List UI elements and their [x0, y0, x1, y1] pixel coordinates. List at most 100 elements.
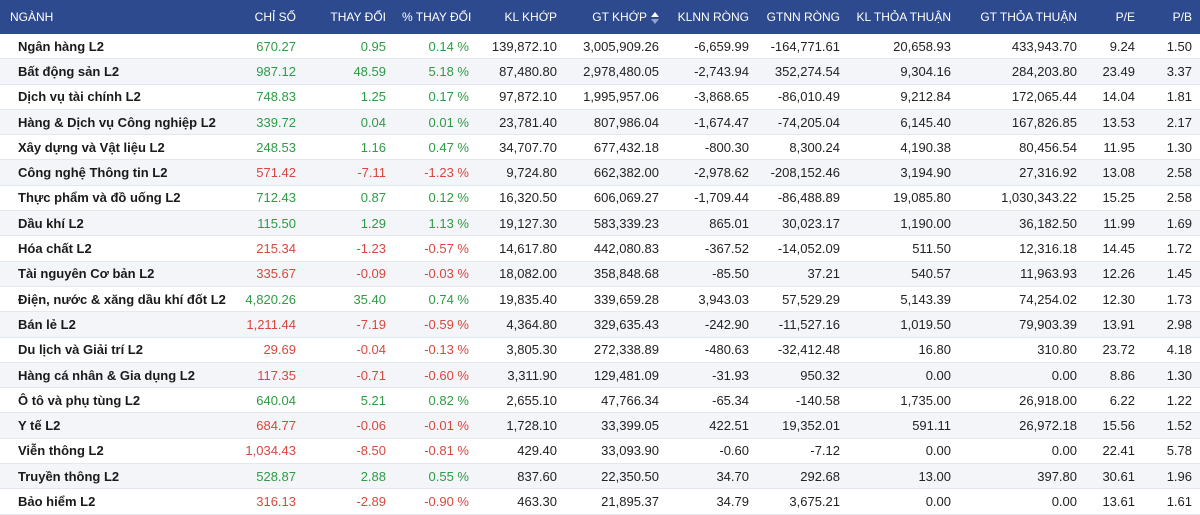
sector-name[interactable]: Y tế L2 [0, 412, 232, 439]
table-row[interactable]: Công nghệ Thông tin L2 571.42 -7.11 -1.23 %… [0, 159, 1200, 186]
col-header-klnn-rong[interactable]: KLNN RÒNG [667, 0, 757, 34]
col-header-gt-khop[interactable]: GT KHỚP [565, 0, 667, 34]
table-row[interactable]: Hàng cá nhân & Gia dụng L2 117.35 -0.71 -0.… [0, 362, 1200, 389]
kl-khop-value: 4,364.80 [477, 311, 565, 338]
index-value: 29.69 [232, 337, 304, 363]
table-row[interactable]: Thực phẩm và đồ uống L2 712.43 0.87 0.12 % 1… [0, 185, 1200, 212]
col-header-pb[interactable]: P/B [1143, 0, 1200, 34]
kl-khop-value: 429.40 [477, 438, 565, 465]
kl-khop-value: 23,781.40 [477, 109, 565, 136]
table-row[interactable]: Dầu khí L2 115.50 1.29 1.13 % 19,127.30 583,3… [0, 210, 1200, 237]
table-row[interactable]: Ô tô và phụ tùng L2 640.04 5.21 0.82 % 2,655… [0, 387, 1200, 414]
sector-name[interactable]: Công nghệ Thông tin L2 [0, 159, 232, 186]
klnn-rong-value: -1,709.44 [667, 185, 757, 212]
gt-khop-value: 329,635.43 [565, 311, 667, 338]
table-row[interactable]: Xây dựng và Vật liệu L2 248.53 1.16 0.47 % 3… [0, 134, 1200, 161]
table-row[interactable]: Điện, nước & xăng dầu khí đốt L2 4,820.26… [0, 286, 1200, 313]
gt-khop-value: 358,848.68 [565, 261, 667, 287]
sector-name[interactable]: Thực phẩm và đồ uống L2 [0, 185, 232, 212]
table-row[interactable]: Bán lẻ L2 1,211.44 -7.19 -0.59 % 4,364.80 329… [0, 311, 1200, 338]
col-header-gt-thoa-thuan[interactable]: GT THỎA THUẬN [959, 0, 1085, 34]
klnn-rong-value: -800.30 [667, 134, 757, 161]
col-header-thay-doi[interactable]: THAY ĐỔI [304, 0, 394, 34]
pb-value: 1.96 [1143, 463, 1200, 490]
gt-khop-value: 583,339.23 [565, 210, 667, 237]
sector-name[interactable]: Điện, nước & xăng dầu khí đốt L2 [0, 286, 232, 313]
sector-name[interactable]: Dịch vụ tài chính L2 [0, 84, 232, 110]
gtnn-rong-value: -7.12 [757, 438, 848, 465]
pct-change-value: -0.57 % [394, 235, 477, 262]
kl-thoa-thuan-value: 0.00 [848, 438, 959, 465]
change-value: 5.21 [304, 387, 394, 414]
kl-thoa-thuan-value: 3,194.90 [848, 159, 959, 186]
col-header-pe[interactable]: P/E [1085, 0, 1143, 34]
pe-value: 14.45 [1085, 235, 1143, 262]
sector-name[interactable]: Bảo hiểm L2 [0, 488, 232, 515]
kl-khop-value: 9,724.80 [477, 159, 565, 186]
sector-name[interactable]: Dầu khí L2 [0, 210, 232, 237]
col-header-chi-so[interactable]: CHỈ SỐ [232, 0, 304, 34]
change-value: 48.59 [304, 58, 394, 85]
gt-thoa-thuan-value: 12,316.18 [959, 235, 1085, 262]
col-header-kl-thoa-thuan[interactable]: KL THỎA THUẬN [848, 0, 959, 34]
col-header-kl-khop[interactable]: KL KHỚP [477, 0, 565, 34]
kl-thoa-thuan-value: 9,212.84 [848, 84, 959, 110]
pe-value: 9.24 [1085, 34, 1143, 60]
kl-thoa-thuan-value: 4,190.38 [848, 134, 959, 161]
pct-change-value: -0.01 % [394, 412, 477, 439]
pb-value: 1.50 [1143, 34, 1200, 60]
sector-name[interactable]: Ô tô và phụ tùng L2 [0, 387, 232, 414]
sector-name[interactable]: Hàng & Dịch vụ Công nghiệp L2 [0, 109, 232, 136]
pct-change-value: -0.90 % [394, 488, 477, 515]
pe-value: 23.49 [1085, 58, 1143, 85]
sector-name[interactable]: Du lịch và Giải trí L2 [0, 337, 232, 363]
change-value: 0.04 [304, 109, 394, 136]
gtnn-rong-value: -86,010.49 [757, 84, 848, 110]
table-row[interactable]: Bảo hiểm L2 316.13 -2.89 -0.90 % 463.30 21,89… [0, 488, 1200, 515]
gt-khop-value: 339,659.28 [565, 286, 667, 313]
table-row[interactable]: Viễn thông L2 1,034.43 -8.50 -0.81 % 429.40 3… [0, 438, 1200, 465]
sector-name[interactable]: Bán lẻ L2 [0, 311, 232, 338]
col-header-pct-thay-doi[interactable]: % THAY ĐỔI [394, 0, 477, 34]
table-row[interactable]: Ngân hàng L2 670.27 0.95 0.14 % 139,872.10 3,… [0, 34, 1200, 60]
sort-up-down-icon[interactable] [651, 11, 659, 24]
kl-khop-value: 87,480.80 [477, 58, 565, 85]
pe-value: 14.04 [1085, 84, 1143, 110]
sector-name[interactable]: Hàng cá nhân & Gia dụng L2 [0, 362, 232, 389]
gt-thoa-thuan-value: 284,203.80 [959, 58, 1085, 85]
sector-name[interactable]: Ngân hàng L2 [0, 34, 232, 60]
klnn-rong-value: -1,674.47 [667, 109, 757, 136]
gt-khop-value: 33,399.05 [565, 412, 667, 439]
gtnn-rong-value: -140.58 [757, 387, 848, 414]
klnn-rong-value: -65.34 [667, 387, 757, 414]
sector-name[interactable]: Truyền thông L2 [0, 463, 232, 490]
sector-name[interactable]: Viễn thông L2 [0, 438, 232, 465]
gtnn-rong-value: -11,527.16 [757, 311, 848, 338]
table-row[interactable]: Y tế L2 684.77 -0.06 -0.01 % 1,728.10 33,399.… [0, 412, 1200, 439]
pb-value: 2.98 [1143, 311, 1200, 338]
pct-change-value: 1.13 % [394, 210, 477, 237]
table-row[interactable]: Hóa chất L2 215.34 -1.23 -0.57 % 14,617.80 44… [0, 235, 1200, 262]
col-header-gtnn-rong[interactable]: GTNN RÒNG [757, 0, 848, 34]
pb-value: 2.58 [1143, 159, 1200, 186]
col-header-nganh[interactable]: NGÀNH [0, 0, 232, 34]
pct-change-value: -0.60 % [394, 362, 477, 389]
kl-thoa-thuan-value: 0.00 [848, 488, 959, 515]
table-row[interactable]: Bất động sản L2 987.12 48.59 5.18 % 87,480.8… [0, 58, 1200, 85]
sector-name[interactable]: Bất động sản L2 [0, 58, 232, 85]
table-row[interactable]: Hàng & Dịch vụ Công nghiệp L2 339.72 0.04 0… [0, 109, 1200, 136]
pct-change-value: 0.55 % [394, 463, 477, 490]
table-row[interactable]: Truyền thông L2 528.87 2.88 0.55 % 837.60 22,… [0, 463, 1200, 490]
sector-name[interactable]: Xây dựng và Vật liệu L2 [0, 134, 232, 161]
table-row[interactable]: Du lịch và Giải trí L2 29.69 -0.04 -0.13 % 3… [0, 337, 1200, 363]
change-value: -7.19 [304, 311, 394, 338]
gtnn-rong-value: 950.32 [757, 362, 848, 389]
change-value: 1.25 [304, 84, 394, 110]
table-row[interactable]: Tài nguyên Cơ bản L2 335.67 -0.09 -0.03 % 18… [0, 261, 1200, 287]
sector-name[interactable]: Tài nguyên Cơ bản L2 [0, 261, 232, 287]
sector-name[interactable]: Hóa chất L2 [0, 235, 232, 262]
klnn-rong-value: 34.70 [667, 463, 757, 490]
pb-value: 3.37 [1143, 58, 1200, 85]
table-row[interactable]: Dịch vụ tài chính L2 748.83 1.25 0.17 % 97,8… [0, 84, 1200, 110]
